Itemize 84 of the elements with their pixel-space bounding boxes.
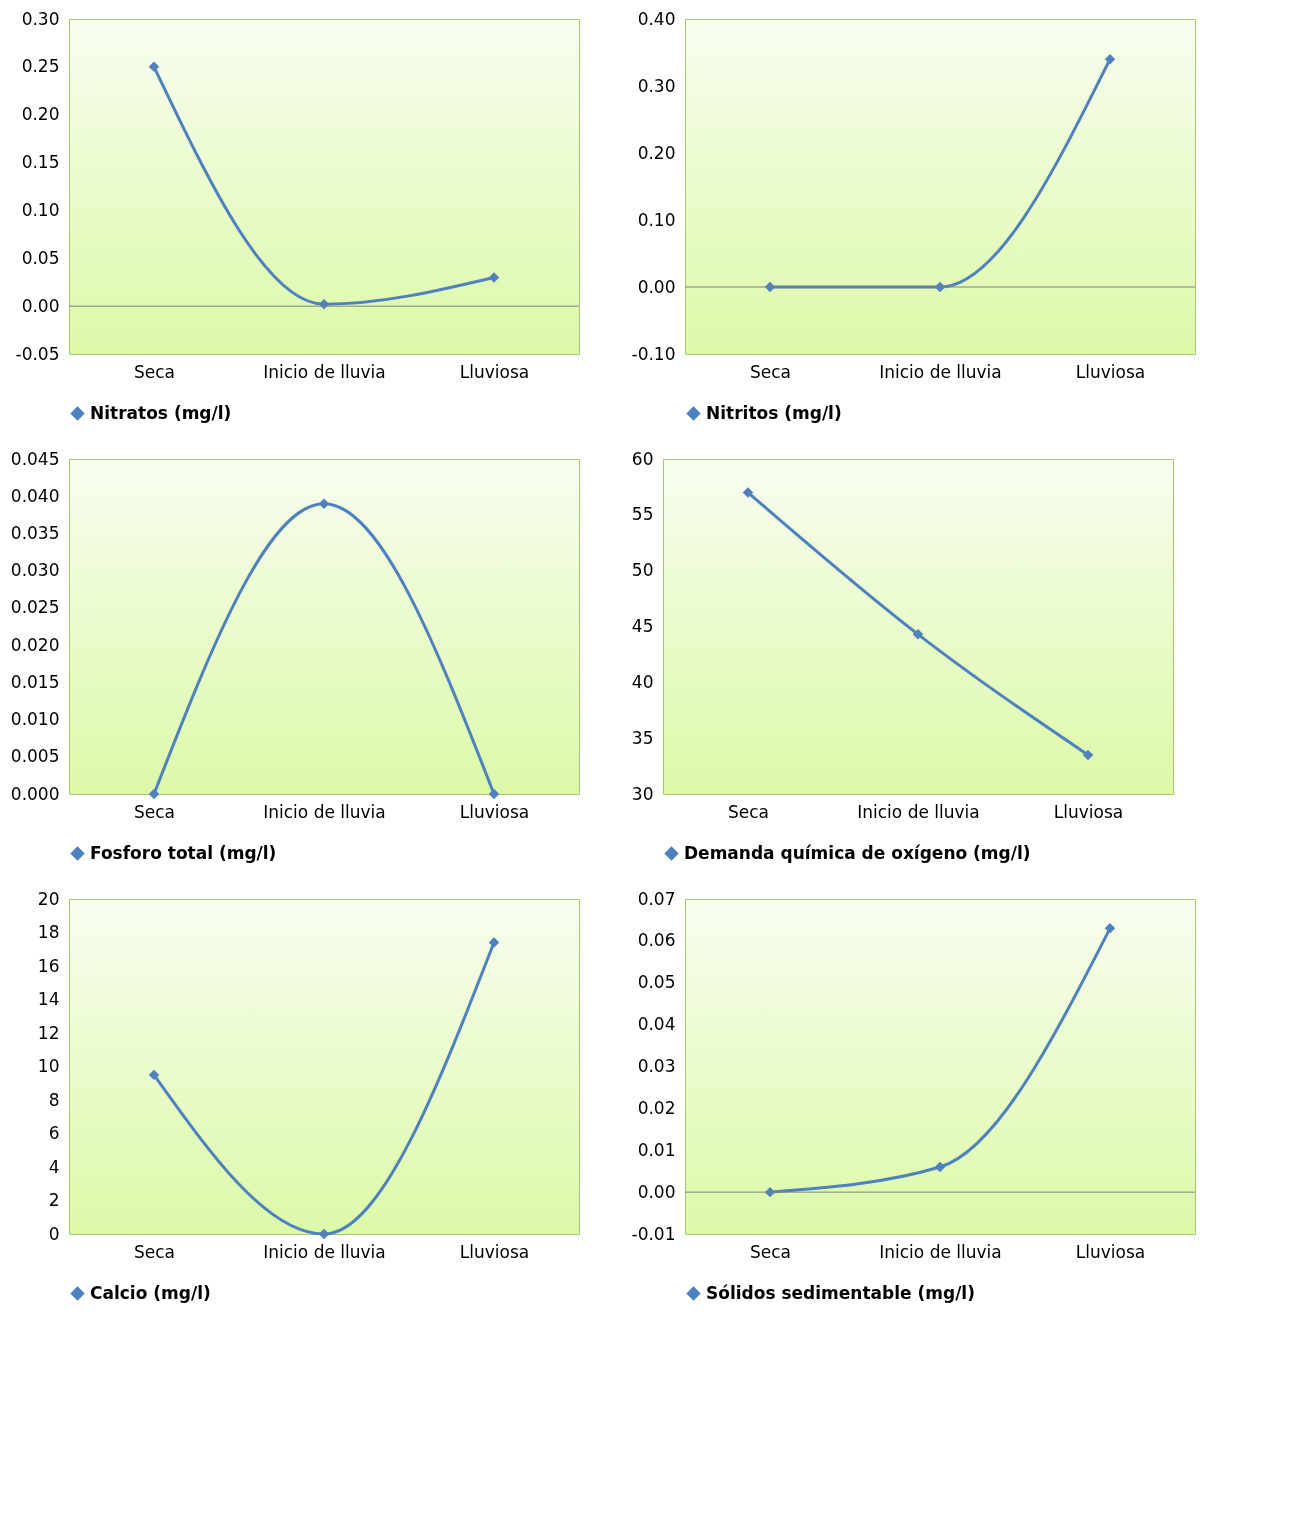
x-tick-label: Lluviosa (459, 1241, 530, 1262)
y-tick-label: 0.035 (10, 522, 60, 543)
legend-label: Calcio (mg/l) (90, 1282, 211, 1303)
y-tick-label: 10 (37, 1056, 60, 1076)
y-tick-label: 0.020 (10, 634, 60, 655)
y-tick-label: 0.000 (10, 783, 60, 804)
y-tick-label: 40 (631, 671, 654, 692)
point (742, 487, 754, 498)
y-tick-label: 35 (631, 727, 654, 748)
y-tick-label: 2 (48, 1190, 60, 1210)
point (488, 937, 500, 948)
y-tick-label: 14 (37, 989, 60, 1009)
y-tick-label: 0.040 (10, 485, 60, 506)
x-tick-label: Lluviosa (1075, 361, 1146, 382)
x-tick-label: Seca (133, 801, 176, 822)
y-tick-label: 0.07 (637, 888, 676, 909)
x-tick-label: Lluviosa (1053, 801, 1124, 822)
y-tick-label: 45 (631, 616, 654, 636)
legend-label: Sólidos sedimentable (mg/l) (706, 1282, 975, 1303)
y-tick-label: 55 (631, 504, 654, 525)
x-tick-label: Inicio de lluvia (857, 801, 980, 822)
y-tick-label: -0.05 (15, 343, 60, 364)
y-tick-label: 0.20 (21, 104, 60, 125)
x-tick-label: Seca (749, 1241, 792, 1262)
legend-label: Fosforo total (mg/l) (90, 842, 277, 863)
y-tick-label: 4 (48, 1156, 60, 1177)
y-tick-label: 0.05 (637, 972, 676, 993)
y-tick-label: 0.03 (637, 1056, 676, 1076)
y-tick-label: 30 (631, 783, 654, 804)
point (488, 272, 500, 283)
y-tick-label: 0.10 (637, 209, 676, 230)
y-tick-label: 18 (37, 922, 60, 942)
y-tick-label: 0.30 (21, 8, 60, 29)
y-tick-label: 0.00 (637, 1181, 676, 1202)
y-tick-label: 0.045 (10, 448, 60, 469)
y-tick-label: 0.10 (21, 199, 60, 220)
y-tick-label: 0.005 (10, 746, 60, 767)
y-tick-label: -0.01 (631, 1223, 676, 1244)
legend-label: Nitritos (mg/l) (706, 402, 842, 423)
x-tick-label: Inicio de lluvia (263, 801, 386, 822)
y-tick-label: 0.04 (637, 1014, 676, 1035)
y-tick-label: 0.15 (21, 152, 60, 173)
point (148, 1069, 160, 1081)
y-tick-label: 0.05 (21, 247, 60, 268)
y-tick-label: 0.015 (10, 671, 60, 692)
x-tick-label: Seca (133, 1241, 176, 1262)
point (934, 1161, 946, 1173)
x-tick-label: Inicio de lluvia (879, 1241, 1002, 1262)
x-tick-label: Seca (133, 361, 176, 382)
x-tick-label: Seca (727, 801, 770, 822)
y-tick-label: 6 (48, 1123, 60, 1143)
y-tick-label: 0.25 (21, 56, 60, 77)
legend-label: Nitratos (mg/l) (90, 402, 232, 423)
y-tick-label: 0.06 (637, 930, 676, 951)
y-tick-label: 60 (631, 448, 654, 469)
y-tick-label: 12 (37, 1022, 60, 1043)
x-tick-label: Lluviosa (459, 801, 530, 822)
point (1104, 923, 1116, 934)
x-tick-label: Lluviosa (1075, 1241, 1146, 1262)
x-tick-label: Inicio de lluvia (879, 361, 1002, 382)
y-tick-label: 0.030 (10, 560, 60, 581)
y-tick-label: 0.010 (10, 709, 60, 730)
y-tick-label: 0.40 (637, 8, 676, 29)
y-tick-label: 16 (37, 955, 60, 976)
y-tick-label: 0.30 (637, 75, 676, 96)
legend-label: Demanda química de oxígeno (mg/l) (684, 842, 1031, 863)
point (912, 629, 924, 640)
x-tick-label: Inicio de lluvia (263, 1241, 386, 1262)
y-tick-label: 0.02 (637, 1097, 676, 1118)
point (148, 61, 160, 73)
point (1082, 749, 1094, 761)
x-tick-label: Seca (749, 361, 792, 382)
y-tick-label: 0.20 (637, 142, 676, 163)
y-tick-label: 0 (48, 1223, 60, 1244)
y-tick-label: 0.00 (21, 295, 60, 316)
x-tick-label: Lluviosa (459, 361, 530, 382)
y-tick-label: 0.025 (10, 597, 60, 618)
y-tick-label: 8 (48, 1089, 60, 1110)
x-tick-label: Inicio de lluvia (263, 361, 386, 382)
y-tick-label: 0.01 (637, 1139, 676, 1160)
y-tick-label: -0.10 (631, 343, 676, 364)
y-tick-label: 0.00 (637, 276, 676, 297)
y-tick-label: 50 (631, 560, 654, 581)
y-tick-label: 20 (37, 888, 60, 909)
